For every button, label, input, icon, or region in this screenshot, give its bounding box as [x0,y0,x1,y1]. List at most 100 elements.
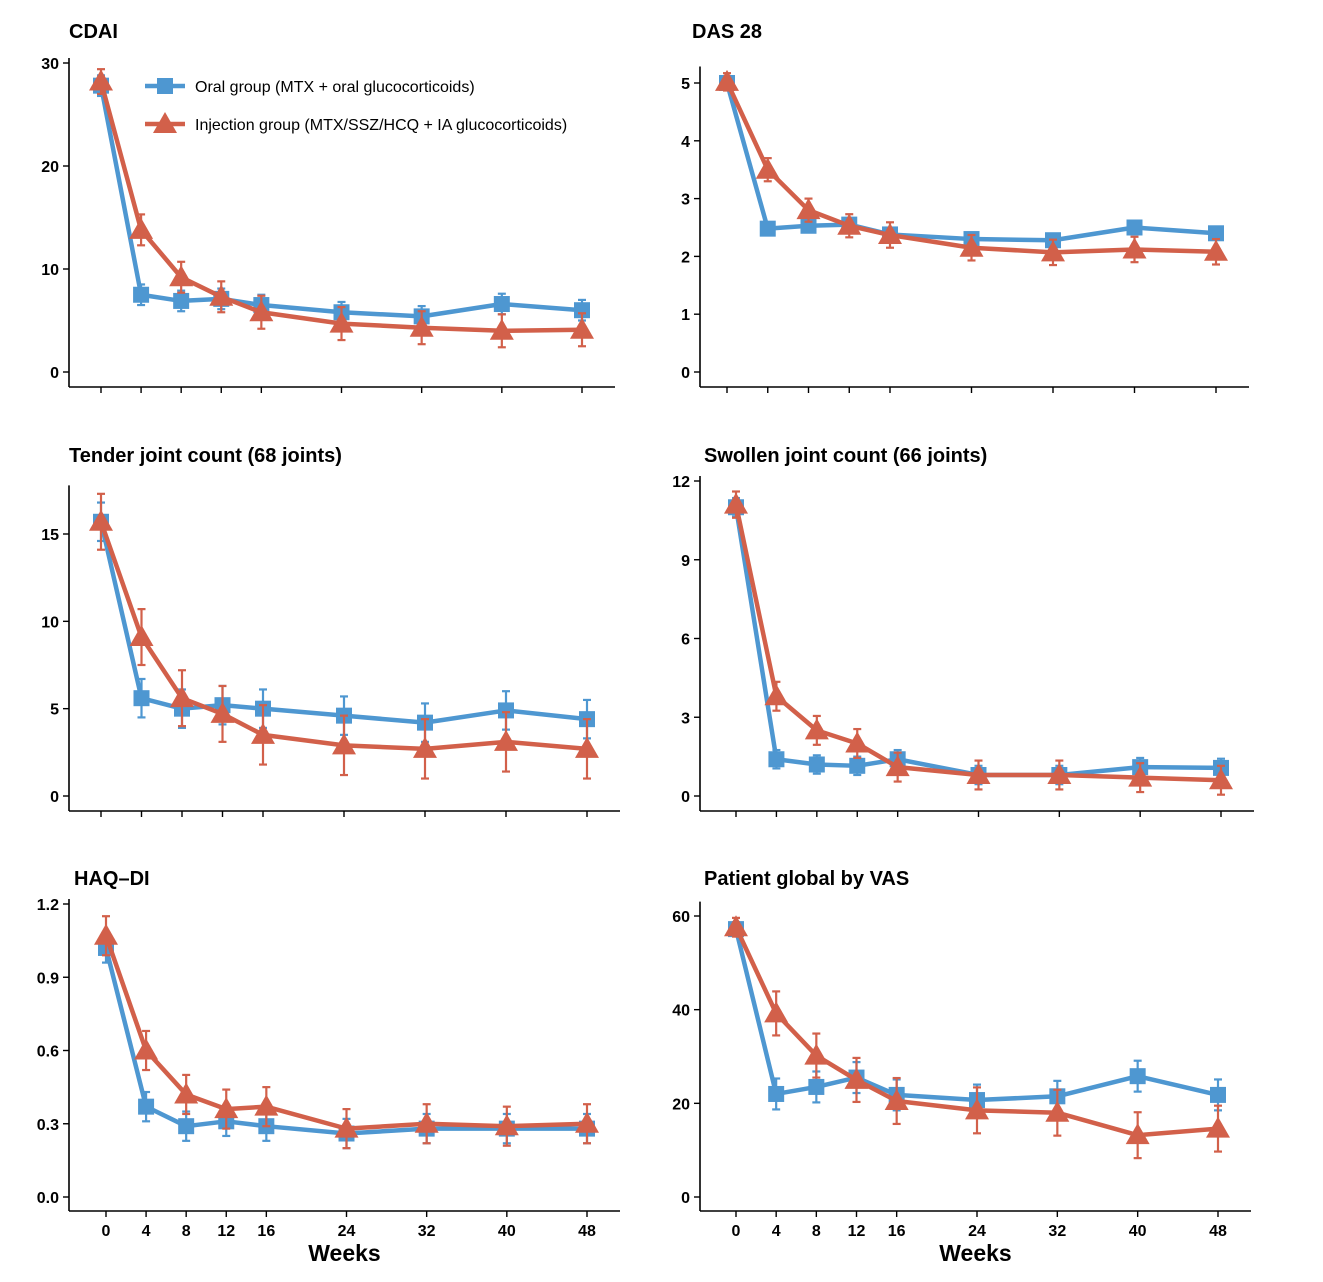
data-point-square [849,757,866,774]
data-point-square [808,756,825,773]
data-point-triangle [329,311,354,333]
x-axis-title: Weeks [939,1240,1011,1266]
series-injection [715,69,1228,267]
x-tick-label: 32 [1048,1223,1066,1240]
data-point-triangle [413,736,437,758]
data-point-square [759,220,776,237]
legend-triangle-marker [153,112,177,133]
series-injection [89,492,599,780]
legend: Oral group (MTX + oral glucocorticoids) I… [145,78,567,134]
x-tick-label: 40 [498,1223,516,1240]
y-tick-label: 9 [681,553,690,570]
data-point-triangle [804,1043,829,1065]
data-point-triangle [724,492,748,514]
y-tick-label: 0 [50,365,59,382]
x-tick-label: 48 [1209,1223,1227,1240]
data-point-triangle [804,718,829,740]
series-injection [89,68,594,349]
data-point-triangle [334,1116,359,1138]
data-point-triangle [884,1088,909,1110]
data-point-square [768,1085,785,1102]
data-point-triangle [1041,240,1065,262]
y-tick-label: 0.6 [37,1044,59,1061]
data-point-triangle [129,217,154,239]
data-point-triangle [489,318,514,340]
data-point-triangle [494,1114,519,1136]
data-point-triangle [169,265,194,287]
legend-square-marker [157,78,173,94]
data-point-triangle [129,625,154,647]
x-axis-title: Weeks [308,1240,380,1266]
data-point-triangle [764,1001,789,1023]
data-point-triangle [494,729,518,751]
y-tick-label: 0 [681,365,690,382]
panel-title: DAS 28 [692,21,762,43]
y-tick-label: 10 [41,262,59,279]
series-oral [93,74,590,328]
panel-2: DAS 28 0 1 2 3 4 5 [681,21,1249,393]
data-point-triangle [214,1097,239,1119]
series-oral [93,501,595,743]
panel-title: Tender joint count (68 joints) [69,445,342,467]
data-point-triangle [764,684,789,706]
y-tick-label: 0 [681,1190,690,1207]
series-oral [719,75,1224,249]
data-point-triangle [966,763,991,784]
x-tick-label: 24 [968,1223,986,1240]
data-point-triangle [1125,1123,1150,1145]
panel-title: Swollen joint count (66 joints) [704,445,987,467]
data-point-triangle [249,300,274,322]
y-tick-label: 4 [681,134,690,151]
panel-title: CDAI [69,21,118,43]
data-point-triangle [254,1094,279,1116]
data-point-triangle [570,317,594,339]
data-point-triangle [332,733,356,755]
y-tick-label: 60 [672,909,690,926]
data-point-triangle [209,284,234,306]
data-point-triangle [837,213,862,235]
x-tick-label: 8 [182,1223,191,1240]
y-tick-label: 5 [681,76,690,93]
x-tick-label: 4 [142,1223,151,1240]
data-point-triangle [89,69,113,91]
data-point-triangle [715,69,739,91]
data-point-triangle [575,736,599,758]
data-point-triangle [844,1067,869,1089]
data-point-square [493,296,510,313]
data-point-triangle [965,1098,989,1120]
y-tick-label: 10 [41,614,59,631]
data-point-square [1210,1086,1226,1103]
y-tick-label: 5 [50,702,59,719]
x-tick-label: 16 [257,1223,275,1240]
data-point-triangle [251,722,275,744]
y-tick-label: 20 [672,1096,690,1113]
y-tick-label: 2 [681,249,690,266]
data-point-triangle [414,1111,439,1133]
data-point-triangle [575,1111,599,1133]
y-tick-label: 12 [672,474,690,491]
y-tick-label: 0 [50,789,59,806]
x-tick-label: 12 [848,1223,866,1240]
y-tick-label: 0 [681,789,690,806]
x-tick-label: 32 [418,1223,436,1240]
x-tick-label: 16 [888,1223,906,1240]
data-point-triangle [134,1038,159,1060]
panel-4: Swollen joint count (66 joints) 0 3 6 9 12 [672,445,1254,817]
series-oral [728,496,1229,786]
data-point-triangle [878,223,902,245]
data-point-triangle [1204,239,1228,261]
series-injection [94,915,599,1150]
y-tick-label: 20 [41,159,59,176]
panel-3: Tender joint count (68 joints) 0 5 10 15 [41,445,620,817]
data-point-triangle [1122,237,1147,259]
y-tick-label: 3 [681,192,690,209]
legend-label: Injection group (MTX/SSZ/HCQ + IA glucoc… [195,117,567,134]
panel-1: CDAI 0 10 20 30 [41,21,615,393]
x-tick-label: 4 [772,1223,781,1240]
series-injection [724,490,1233,796]
data-point-square [178,1118,195,1135]
data-point-square [1208,225,1224,242]
data-point-triangle [409,315,434,337]
data-point-square [808,1078,825,1095]
